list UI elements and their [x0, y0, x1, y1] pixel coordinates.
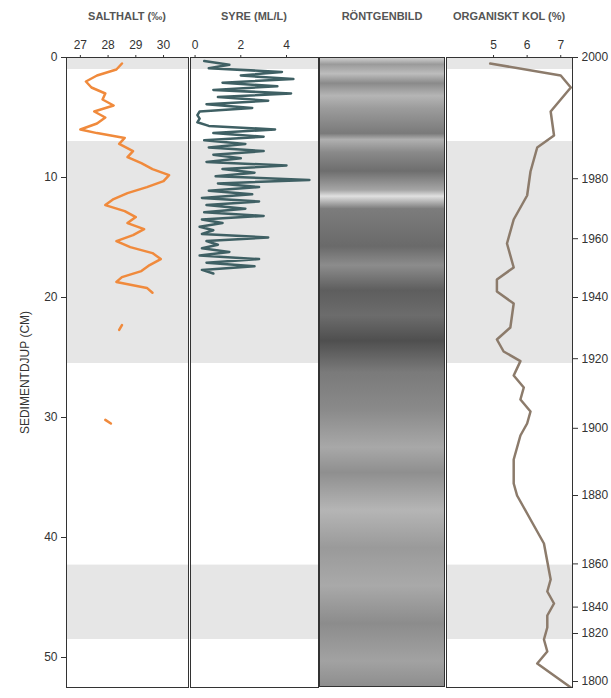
- svg-text:4: 4: [283, 38, 290, 52]
- svg-text:1840: 1840: [582, 600, 609, 614]
- svg-text:1980: 1980: [582, 172, 609, 186]
- svg-text:1880: 1880: [582, 488, 609, 502]
- svg-text:2: 2: [237, 38, 244, 52]
- svg-text:6: 6: [524, 38, 531, 52]
- svg-text:27: 27: [74, 38, 88, 52]
- svg-text:40: 40: [44, 530, 58, 544]
- html-text:SALTHALT (‰): SALTHALT (‰): [88, 10, 166, 22]
- svg-text:1940: 1940: [582, 290, 609, 304]
- svg-text:1860: 1860: [582, 557, 609, 571]
- html-text:SYRE (ML/L): SYRE (ML/L): [221, 10, 287, 22]
- svg-text:50: 50: [44, 650, 58, 664]
- svg-text:30: 30: [157, 38, 171, 52]
- svg-text:5: 5: [490, 38, 497, 52]
- svg-text:20: 20: [44, 290, 58, 304]
- svg-text:1820: 1820: [582, 626, 609, 640]
- svg-text:10: 10: [44, 170, 58, 184]
- svg-text:1900: 1900: [582, 421, 609, 435]
- svg-text:0: 0: [51, 50, 58, 64]
- html-text:ORGANISKT KOL (%): ORGANISKT KOL (%): [452, 10, 566, 22]
- svg-text:29: 29: [129, 38, 143, 52]
- svg-text:0: 0: [192, 38, 199, 52]
- svg-text:1800: 1800: [582, 674, 609, 688]
- svg-text:1960: 1960: [582, 232, 609, 246]
- svg-text:2000: 2000: [582, 50, 609, 64]
- svg-text:28: 28: [101, 38, 115, 52]
- svg-text:SEDIMENTDJUP (CM): SEDIMENTDJUP (CM): [18, 311, 32, 434]
- svg-text:7: 7: [557, 38, 564, 52]
- svg-text:30: 30: [44, 410, 58, 424]
- html-text:RÖNTGENBILD: RÖNTGENBILD: [341, 10, 423, 22]
- svg-text:1920: 1920: [582, 352, 609, 366]
